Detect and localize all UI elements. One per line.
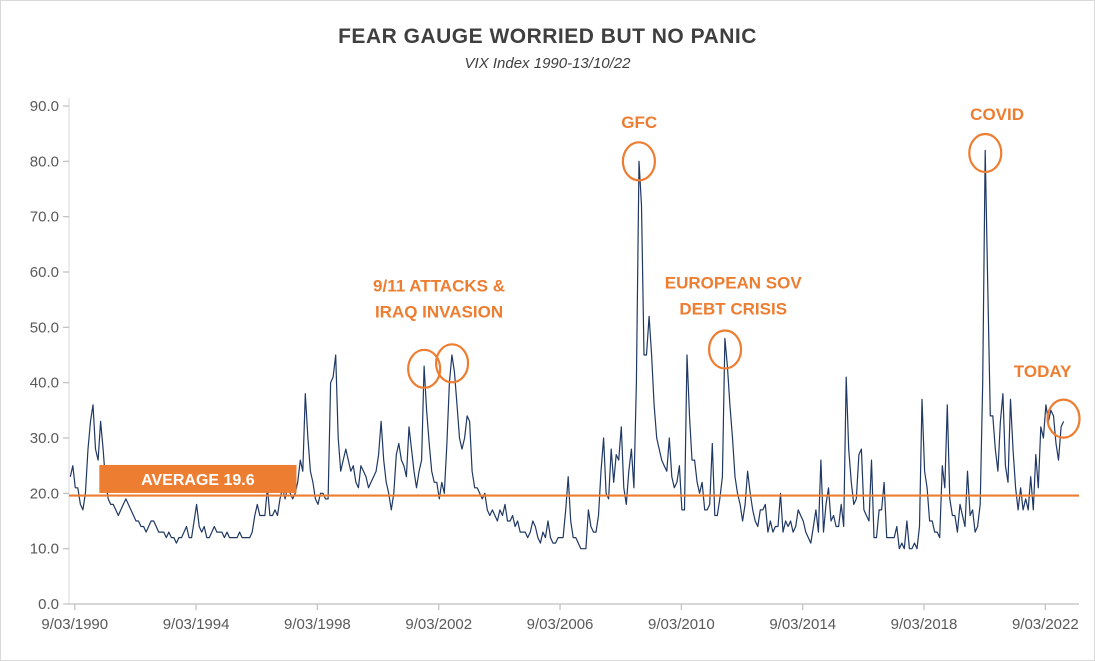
annotation-label: COVID	[970, 105, 1024, 124]
annotation-circle	[1046, 398, 1081, 439]
annotation-label: GFC	[621, 113, 657, 132]
y-axis-tick-label: 90.0	[30, 98, 59, 115]
annotation-label: EUROPEAN SOV	[665, 274, 803, 293]
annotation-today: TODAY	[1014, 362, 1081, 439]
average-label-box	[99, 464, 297, 493]
annotation-label: IRAQ INVASION	[375, 302, 503, 321]
x-axis-tick-label: 9/03/2018	[891, 616, 958, 633]
x-axis-tick-label: 9/03/1998	[284, 616, 351, 633]
y-axis-tick-label: 0.0	[38, 596, 59, 613]
annotation-nine-eleven: 9/11 ATTACKS & IRAQ INVASION	[373, 276, 505, 389]
annotation-label: 9/11 ATTACKS &	[373, 276, 505, 295]
annotation-circle	[621, 141, 657, 182]
annotation-circle	[407, 348, 442, 389]
axes: 0.0 10.0 20.0 30.0 40.0 50.0 60.0 70.0 80.0 90.0 9…	[30, 98, 1079, 633]
annotation-gfc: GFC	[621, 113, 657, 182]
y-axis-tick-label: 50.0	[30, 319, 59, 336]
x-axis-tick-label: 9/03/2006	[527, 616, 594, 633]
y-axis-tick-label: 80.0	[30, 153, 59, 170]
annotation-circle	[434, 343, 470, 384]
chart-subtitle: VIX Index 1990-13/10/22	[464, 55, 631, 72]
annotation-circle	[707, 329, 743, 370]
y-axis-tick-label: 60.0	[30, 264, 59, 281]
x-axis-tick-label: 9/03/2010	[648, 616, 715, 633]
annotation-circle	[968, 132, 1003, 174]
y-axis-tick-label: 40.0	[30, 375, 59, 392]
y-axis-tick-label: 10.0	[30, 541, 59, 558]
x-axis-tick-label: 9/03/1994	[163, 616, 230, 633]
annotation-label: DEBT CRISIS	[679, 300, 787, 319]
average-label: AVERAGE 19.6	[141, 472, 255, 489]
y-axis-tick-label: 20.0	[30, 485, 59, 502]
vix-series-line	[69, 149, 1065, 550]
annotation-covid: COVID	[968, 105, 1024, 174]
x-axis-tick-label: 9/03/1990	[41, 616, 108, 633]
y-axis-tick-label: 70.0	[30, 209, 59, 226]
x-axis-tick-label: 9/03/2002	[405, 616, 472, 633]
x-axis-tick-label: 9/03/2014	[769, 616, 836, 633]
chart-title: FEAR GAUGE WORRIED BUT NO PANIC	[338, 25, 757, 48]
x-axis-tick-label: 9/03/2022	[1012, 616, 1079, 633]
y-axis-tick-label: 30.0	[30, 430, 59, 447]
annotation-euro-debt: EUROPEAN SOV DEBT CRISIS	[665, 274, 803, 370]
annotation-label: TODAY	[1014, 362, 1072, 381]
